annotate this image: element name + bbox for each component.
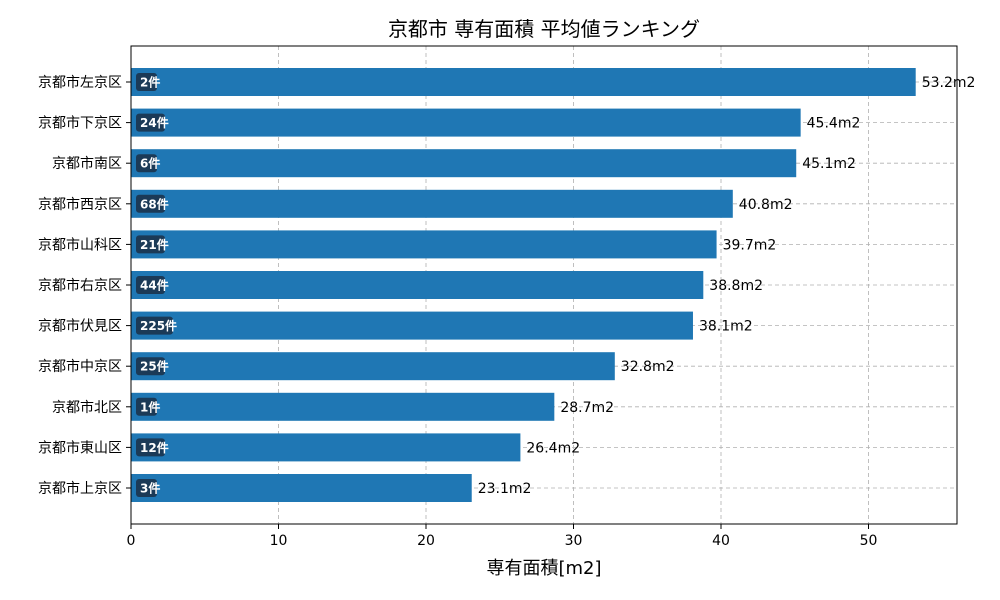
count-label: 21件 — [140, 237, 169, 252]
x-tick-label: 50 — [860, 533, 878, 549]
value-label: 38.8m2 — [709, 278, 763, 294]
count-badge — [136, 113, 165, 132]
count-label: 25件 — [140, 359, 169, 374]
category-label: 京都市伏見区 — [38, 318, 122, 335]
count-label: 225件 — [140, 318, 177, 333]
value-label: 23.1m2 — [478, 481, 532, 497]
count-label: 6件 — [140, 156, 160, 171]
axis-layer: 0 10 20 30 40 50 — [126, 81, 878, 549]
bar — [131, 108, 801, 137]
chart-title: 京都市 専有面積 平均値ランキング — [388, 17, 700, 41]
count-label: 2件 — [140, 75, 160, 90]
x-tick-label: 10 — [270, 533, 288, 549]
value-label: 53.2m2 — [922, 75, 976, 91]
x-tick-label: 0 — [127, 533, 136, 549]
count-badge — [136, 357, 165, 376]
bar — [131, 271, 704, 299]
x-tick-label: 20 — [417, 533, 435, 549]
category-label: 京都市東山区 — [38, 439, 122, 456]
count-badge — [136, 235, 165, 254]
value-label: 45.4m2 — [807, 116, 861, 132]
category-label: 京都市下京区 — [38, 115, 122, 132]
bar — [131, 474, 472, 502]
bar — [131, 68, 916, 96]
category-label: 京都市上京区 — [38, 480, 122, 497]
x-tick-label: 30 — [565, 533, 583, 549]
bar — [131, 230, 717, 259]
count-label: 24件 — [140, 115, 169, 130]
count-badge — [136, 397, 157, 416]
value-label: 45.1m2 — [802, 156, 856, 172]
count-badge — [136, 276, 165, 294]
count-label: 44件 — [140, 278, 169, 293]
bar — [131, 189, 733, 218]
bar — [131, 352, 615, 381]
value-label: 39.7m2 — [723, 237, 777, 253]
bar — [131, 433, 521, 462]
count-badge — [136, 73, 157, 91]
count-badge — [136, 194, 165, 213]
count-badge — [136, 438, 165, 457]
value-label: 38.1m2 — [699, 319, 753, 335]
category-label: 京都市中京区 — [38, 358, 122, 375]
count-label: 12件 — [140, 440, 169, 455]
category-label: 京都市北区 — [52, 399, 122, 416]
bar-layer — [131, 68, 916, 502]
category-label: 京都市左京区 — [38, 74, 122, 91]
value-label: 28.7m2 — [560, 400, 614, 416]
count-badge — [136, 316, 173, 335]
x-tick-label: 40 — [712, 533, 730, 549]
count-label: 3件 — [140, 481, 160, 496]
bar — [131, 392, 555, 421]
category-label: 京都市西京区 — [38, 196, 122, 213]
value-label: 26.4m2 — [526, 440, 580, 456]
category-label: 京都市南区 — [52, 155, 122, 172]
category-label: 京都市山科区 — [38, 236, 122, 253]
count-badge — [136, 154, 157, 173]
bar — [131, 149, 797, 178]
count-label: 68件 — [140, 196, 169, 211]
value-label: 32.8m2 — [621, 359, 675, 375]
category-label: 京都市右京区 — [38, 277, 122, 294]
x-axis-label: 専有面積[m2] — [486, 558, 601, 579]
value-label: 40.8m2 — [739, 197, 793, 213]
bar — [131, 311, 693, 340]
count-badge — [136, 479, 157, 497]
count-label: 1件 — [140, 399, 160, 414]
